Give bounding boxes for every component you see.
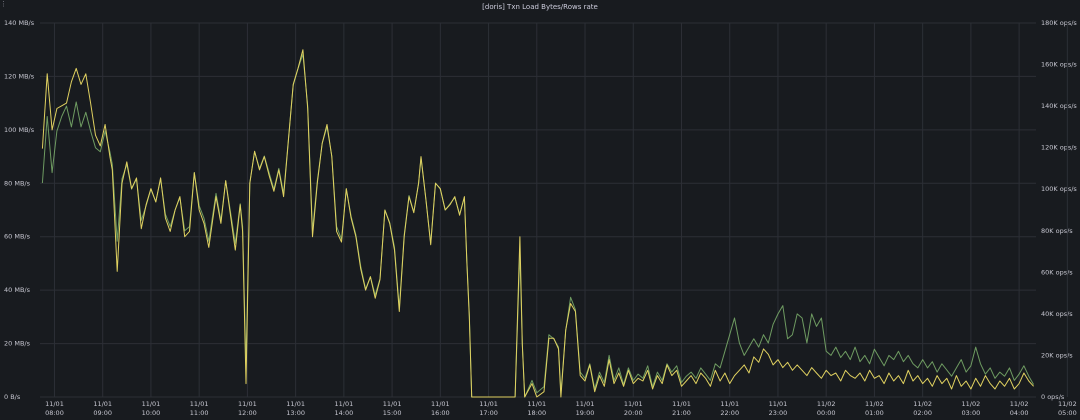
x-tick-time: 21:00 (672, 409, 691, 417)
x-tick-date: 11/01 (45, 400, 64, 408)
x-tick-time: 20:00 (624, 409, 643, 417)
x-tick-time: 17:00 (479, 409, 498, 417)
x-tick-time: 22:00 (720, 409, 739, 417)
x-tick-time: 19:00 (576, 409, 595, 417)
x-tick-time: 14:00 (334, 409, 353, 417)
y-right-tick-label: 80K ops/s (1041, 227, 1073, 235)
x-tick-date: 11/01 (286, 400, 305, 408)
x-tick-time: 01:00 (865, 409, 884, 417)
y-right-tick-label: 20K ops/s (1041, 351, 1073, 359)
x-tick-date: 11/01 (190, 400, 209, 408)
x-tick-date: 11/02 (1058, 400, 1077, 408)
x-tick-date: 11/01 (383, 400, 402, 408)
x-tick-date: 11/02 (913, 400, 932, 408)
y-left-tick-label: 100 MB/s (4, 126, 35, 134)
x-tick-time: 04:00 (1010, 409, 1029, 417)
x-tick-date: 11/01 (720, 400, 739, 408)
x-tick-date: 11/01 (624, 400, 643, 408)
series-line-bytes (41, 49, 1034, 398)
x-tick-time: 11:00 (190, 409, 209, 417)
x-tick-date: 11/01 (238, 400, 257, 408)
y-left-tick-label: 20 MB/s (4, 340, 31, 348)
y-right-tick-label: 0 ops/s (1041, 393, 1065, 401)
x-tick-date: 11/01 (672, 400, 691, 408)
y-right-tick-label: 180K ops/s (1041, 19, 1077, 27)
x-tick-time: 23:00 (769, 409, 788, 417)
x-tick-time: 03:00 (962, 409, 981, 417)
x-tick-date: 11/02 (962, 400, 981, 408)
x-tick-date: 11/01 (334, 400, 353, 408)
x-tick-time: 18:00 (527, 409, 546, 417)
y-right-tick-label: 100K ops/s (1041, 185, 1077, 193)
series-line-rows (41, 53, 1035, 398)
x-tick-time: 02:00 (913, 409, 932, 417)
x-tick-time: 13:00 (286, 409, 305, 417)
x-tick-time: 10:00 (142, 409, 161, 417)
panel-menu-icon[interactable]: ⋮ (0, 0, 7, 8)
y-left-tick-label: 0 B/s (4, 393, 21, 401)
x-tick-time: 00:00 (817, 409, 836, 417)
x-tick-date: 11/02 (817, 400, 836, 408)
y-right-tick-label: 160K ops/s (1041, 61, 1077, 69)
y-left-tick-label: 120 MB/s (4, 72, 35, 80)
x-tick-date: 11/01 (142, 400, 161, 408)
x-tick-date: 11/01 (431, 400, 450, 408)
x-tick-date: 11/01 (527, 400, 546, 408)
y-left-tick-label: 140 MB/s (4, 19, 35, 27)
x-tick-time: 16:00 (431, 409, 450, 417)
x-tick-time: 12:00 (238, 409, 257, 417)
x-tick-date: 11/01 (479, 400, 498, 408)
y-right-tick-label: 40K ops/s (1041, 310, 1073, 318)
x-tick-time: 05:00 (1058, 409, 1077, 417)
x-tick-time: 09:00 (93, 409, 112, 417)
y-right-tick-label: 60K ops/s (1041, 268, 1073, 276)
x-tick-time: 08:00 (45, 409, 64, 417)
x-tick-date: 11/01 (769, 400, 788, 408)
x-tick-date: 11/01 (93, 400, 112, 408)
x-tick-time: 15:00 (383, 409, 402, 417)
x-tick-date: 11/01 (576, 400, 595, 408)
x-tick-date: 11/02 (1010, 400, 1029, 408)
y-left-tick-label: 40 MB/s (4, 286, 31, 294)
x-tick-date: 11/02 (865, 400, 884, 408)
y-left-tick-label: 80 MB/s (4, 179, 31, 187)
y-right-tick-label: 140K ops/s (1041, 102, 1077, 110)
panel-title[interactable]: [doris] Txn Load Bytes/Rows rate (482, 3, 598, 11)
y-left-tick-label: 60 MB/s (4, 233, 31, 241)
y-right-tick-label: 120K ops/s (1041, 144, 1077, 152)
